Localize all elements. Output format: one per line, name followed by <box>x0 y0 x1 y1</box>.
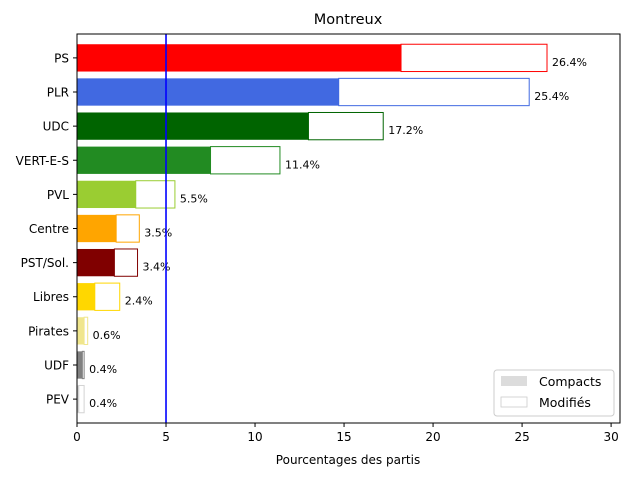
x-tick-label: 25 <box>514 430 529 444</box>
value-label: 5.5% <box>180 192 208 205</box>
bar-compacts <box>77 146 211 174</box>
bar-compacts <box>77 44 402 72</box>
bar-modifies <box>115 214 140 243</box>
x-tick-label: 20 <box>425 430 440 444</box>
y-tick-label: PS <box>54 51 69 65</box>
value-label: 17.2% <box>388 124 423 137</box>
bar-compacts <box>77 248 115 277</box>
legend-swatch-modifies <box>500 396 528 408</box>
legend: Compacts Modifiés <box>493 369 615 417</box>
bar-compacts <box>77 78 339 106</box>
y-tick-label: PEV <box>46 393 70 407</box>
bar-modifies <box>135 180 176 209</box>
x-tick-label: 0 <box>73 430 81 444</box>
bar-compacts <box>77 214 117 243</box>
bar-modifies <box>210 146 281 175</box>
x-tick-label: 30 <box>603 430 618 444</box>
value-label: 0.6% <box>93 329 121 342</box>
bar-compacts <box>77 351 83 379</box>
value-label: 0.4% <box>89 363 117 376</box>
value-label: 26.4% <box>552 56 587 69</box>
y-tick-label: Centre <box>29 222 69 236</box>
legend-swatch-compacts <box>501 376 527 386</box>
legend-label-modifies: Modifiés <box>539 395 591 410</box>
value-label: 0.4% <box>89 397 117 410</box>
x-tick-label: 5 <box>162 430 170 444</box>
value-label: 3.4% <box>143 261 171 274</box>
bar-modifies <box>400 43 548 73</box>
x-tick-label: 10 <box>247 430 262 444</box>
value-label: 2.4% <box>125 295 153 308</box>
bar-compacts <box>77 283 95 311</box>
legend-label-compacts: Compacts <box>539 374 601 389</box>
bar-modifies <box>78 384 85 414</box>
y-tick-label: PST/Sol. <box>21 256 69 270</box>
bar-modifies <box>338 77 530 107</box>
x-tick-label: 15 <box>336 430 351 444</box>
y-tick-label: VERT-E-S <box>16 154 69 168</box>
bar-modifies <box>81 350 85 380</box>
bar-modifies <box>113 248 139 277</box>
y-tick-label: Libres <box>33 290 69 304</box>
chart-title: Montreux <box>314 12 383 28</box>
bar-modifies <box>94 282 121 311</box>
value-label: 25.4% <box>534 90 569 103</box>
y-tick-label: PLR <box>47 86 69 100</box>
bar-compacts <box>77 317 85 345</box>
y-tick-label: PVL <box>47 188 69 202</box>
y-tick-label: UDC <box>43 120 69 134</box>
y-tick-label: Pirates <box>28 324 69 338</box>
bar-compacts <box>77 112 309 140</box>
bar-compacts <box>77 385 79 413</box>
value-label: 11.4% <box>285 158 320 171</box>
bar-compacts <box>77 180 136 209</box>
value-label: 3.5% <box>144 227 172 240</box>
bar-modifies <box>83 316 89 346</box>
y-tick-label: UDF <box>44 358 69 372</box>
bar-modifies <box>307 111 384 141</box>
x-axis-label: Pourcentages des partis <box>276 453 420 467</box>
